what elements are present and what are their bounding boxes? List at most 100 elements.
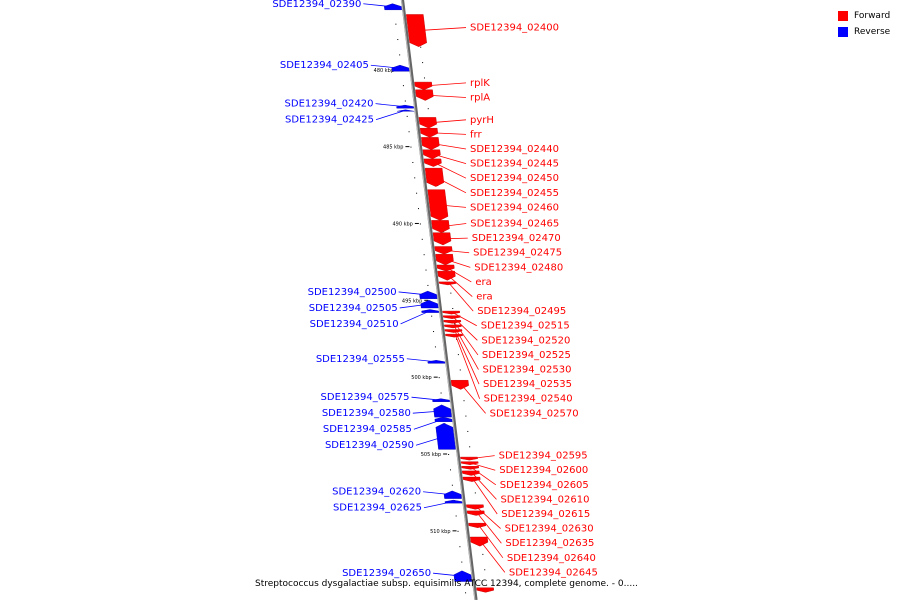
gene-label: SDE12394_02620: [332, 487, 421, 498]
gene-arrow: [461, 466, 480, 470]
gene-label: SDE12394_02405: [280, 60, 369, 71]
gene-label: SDE12394_02600: [499, 465, 588, 476]
gene-label: SDE12394_02480: [474, 262, 563, 273]
gene-label: SDE12394_02475: [473, 248, 562, 259]
gene-label: SDE12394_02450: [470, 173, 559, 184]
gene-label: SDE12394_02455: [470, 188, 559, 199]
label-leader: [454, 330, 480, 385]
label-leader: [436, 176, 467, 194]
minor-tick: [465, 415, 467, 417]
minor-tick: [474, 492, 476, 494]
gene-label: SDE12394_02540: [484, 394, 573, 405]
label-leader: [433, 572, 463, 577]
gene-label: SDE12394_02500: [308, 287, 397, 298]
label-leader: [439, 204, 467, 208]
scale-tick-label: 510 kbp: [430, 529, 450, 535]
label-leader: [471, 462, 496, 471]
minor-tick: [408, 131, 410, 133]
label-leader: [415, 435, 446, 446]
gene-label: pyrH: [470, 115, 494, 126]
label-leader: [476, 506, 501, 529]
minor-tick: [419, 223, 421, 225]
label-leader: [423, 491, 453, 496]
minor-tick: [402, 85, 404, 87]
gene-label: SDE12394_02555: [316, 354, 405, 365]
label-leader: [477, 512, 502, 544]
minor-tick: [438, 377, 440, 379]
gene-label: SDE12394_02425: [285, 115, 374, 126]
minor-tick: [397, 39, 399, 41]
label-leader: [398, 291, 428, 296]
minor-tick: [423, 77, 425, 79]
minor-tick: [482, 553, 484, 555]
gene-arrow: [453, 570, 472, 582]
gene-label: SDE12394_02605: [500, 480, 589, 491]
gene-features: [384, 3, 495, 593]
gene-arrow: [431, 220, 450, 233]
label-leader: [429, 119, 467, 124]
minor-tick: [406, 115, 408, 117]
minor-tick: [433, 331, 435, 333]
label-leader: [443, 237, 468, 240]
gene-arrow: [438, 281, 457, 286]
label-leader: [470, 455, 495, 460]
minor-tick: [421, 238, 423, 240]
label-leader: [411, 396, 441, 401]
gene-arrow: [432, 398, 450, 402]
gene-label: SDE12394_02635: [505, 538, 594, 549]
gene-arrow: [423, 158, 442, 167]
label-leader: [399, 303, 429, 309]
gene-label: SDE12394_02570: [490, 408, 579, 419]
gene-label: rplA: [470, 93, 490, 104]
gene-label: SDE12394_02595: [499, 451, 588, 462]
gene-label: era: [476, 292, 492, 303]
gene-label: SDE12394_02515: [481, 321, 570, 332]
minor-tick: [410, 146, 412, 148]
minor-tick: [427, 108, 429, 110]
gene-arrow: [434, 246, 453, 255]
gene-arrow: [442, 315, 461, 319]
minor-tick: [434, 346, 436, 348]
minor-tick: [412, 161, 414, 163]
gene-arrow: [445, 333, 463, 338]
legend-label: Forward: [854, 11, 891, 21]
gene-label: SDE12394_02390: [272, 0, 361, 10]
gene-arrow: [470, 536, 489, 547]
label-leader: [472, 472, 497, 500]
label-leader: [432, 143, 467, 150]
gene-label: SDE12394_02520: [481, 335, 570, 346]
gene-label: SDE12394_02440: [470, 144, 559, 155]
gene-label: SDE12394_02495: [477, 306, 566, 317]
label-leader: [400, 310, 430, 325]
legend-item-forward: Forward: [838, 9, 890, 23]
label-leader: [448, 275, 473, 297]
gene-label: SDE12394_02650: [342, 568, 431, 579]
gene-label: SDE12394_02530: [482, 365, 571, 376]
label-leader: [363, 3, 393, 8]
legend-item-reverse: Reverse: [838, 25, 890, 39]
gene-arrow: [391, 64, 410, 72]
minor-tick: [420, 46, 422, 48]
gene-label: SDE12394_02525: [482, 350, 571, 361]
gene-arrow: [462, 476, 481, 482]
label-leader: [375, 110, 406, 121]
gene-label: SDE12394_02630: [505, 524, 594, 535]
label-leader: [423, 501, 454, 509]
label-leader: [446, 259, 471, 268]
gene-arrow: [435, 423, 456, 450]
minor-tick: [425, 269, 427, 271]
gene-arrow: [427, 360, 446, 364]
gene-arrow: [419, 127, 439, 138]
minor-tick: [452, 307, 454, 309]
gene-label: rplK: [470, 78, 490, 89]
minor-tick: [461, 561, 463, 563]
minor-tick: [422, 62, 424, 64]
minor-tick: [399, 54, 401, 56]
label-leader: [448, 283, 474, 312]
scale-tick-label: 485 kbp: [383, 145, 403, 151]
minor-tick: [459, 546, 461, 548]
genome-caption: Streptococcus dysgalactiae subsp. equisi…: [255, 579, 638, 589]
gene-label: SDE12394_02645: [509, 567, 598, 578]
scale-tick-label: 495 kbp: [402, 298, 422, 304]
